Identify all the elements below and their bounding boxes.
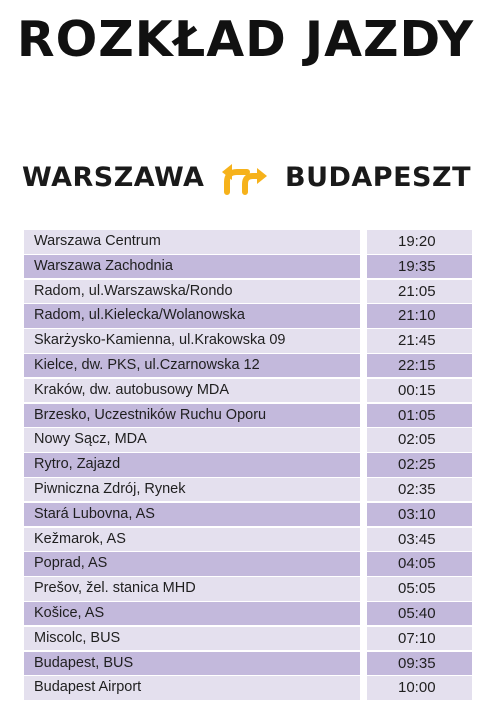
stop-name: Budapest Airport [24,676,360,700]
table-row: Stará Lubovna, AS 03:10 [24,502,472,527]
table-row: Radom, ul.Warszawska/Rondo 21:05 [24,279,472,304]
departure-time: 09:35 [367,651,472,676]
departure-time: 03:10 [367,502,472,527]
table-row: Rytro, Zajazd 02:25 [24,453,472,477]
page-title: ROZKŁAD JAZDY [16,11,475,68]
route-origin: WARSZAWA [22,162,205,193]
table-row: Brzesko, Uczestników Ruchu Oporu 01:05 [24,403,472,428]
stop-name: Prešov, žel. stanica MHD [24,577,360,601]
stop-name: Poprad, AS [24,552,360,576]
swap-arrows-icon [222,164,267,195]
table-row: Kežmarok, AS 03:45 [24,527,472,552]
departure-time: 01:05 [367,403,472,428]
departure-time: 10:00 [367,676,472,700]
stop-name: Košice, AS [24,601,360,626]
table-row: Piwniczna Zdrój, Rynek 02:35 [24,477,472,502]
stop-name: Miscolc, BUS [24,626,360,651]
stop-name: Radom, ul.Warszawska/Rondo [24,279,360,304]
table-row: Nowy Sącz, MDA 02:05 [24,428,472,452]
stop-name: Stará Lubovna, AS [24,502,360,527]
departure-time: 21:45 [367,329,472,353]
departure-time: 21:10 [367,304,472,328]
departure-time: 07:10 [367,626,472,651]
departure-time: 04:05 [367,552,472,576]
stop-name: Budapest, BUS [24,651,360,676]
stop-name: Skarżysko-Kamienna, ul.Krakowska 09 [24,329,360,353]
stop-name: Warszawa Centrum [24,230,360,254]
route-destination: BUDAPESZT [285,162,471,193]
table-row: Skarżysko-Kamienna, ul.Krakowska 09 21:45 [24,329,472,353]
stop-name: Warszawa Zachodnia [24,254,360,279]
table-row: Poprad, AS 04:05 [24,552,472,576]
departure-time: 02:25 [367,453,472,477]
departure-time: 19:35 [367,254,472,279]
table-row: Prešov, žel. stanica MHD 05:05 [24,577,472,601]
departure-time: 02:35 [367,477,472,502]
table-row: Warszawa Centrum 19:20 [24,230,472,254]
stop-name: Nowy Sącz, MDA [24,428,360,452]
departure-time: 02:05 [367,428,472,452]
table-row: Budapest Airport 10:00 [24,676,472,700]
departure-time: 03:45 [367,527,472,552]
table-row: Radom, ul.Kielecka/Wolanowska 21:10 [24,304,472,328]
departure-time: 21:05 [367,279,472,304]
table-row: Kraków, dw. autobusowy MDA 00:15 [24,378,472,403]
route-header: WARSZAWA BUDAPESZT [0,158,491,198]
departure-time: 00:15 [367,378,472,403]
stop-name: Brzesko, Uczestników Ruchu Oporu [24,403,360,428]
departure-time: 22:15 [367,353,472,378]
table-row: Košice, AS 05:40 [24,601,472,626]
departure-time: 05:05 [367,577,472,601]
stop-name: Kežmarok, AS [24,527,360,552]
table-row: Warszawa Zachodnia 19:35 [24,254,472,279]
stop-name: Radom, ul.Kielecka/Wolanowska [24,304,360,328]
table-row: Miscolc, BUS 07:10 [24,626,472,651]
departure-time: 05:40 [367,601,472,626]
departure-time: 19:20 [367,230,472,254]
table-row: Budapest, BUS 09:35 [24,651,472,676]
stop-name: Kielce, dw. PKS, ul.Czarnowska 12 [24,353,360,378]
stop-name: Piwniczna Zdrój, Rynek [24,477,360,502]
timetable: Warszawa Centrum 19:20 Warszawa Zachodnia 1… [24,230,472,701]
stop-name: Rytro, Zajazd [24,453,360,477]
table-row: Kielce, dw. PKS, ul.Czarnowska 12 22:15 [24,353,472,378]
stop-name: Kraków, dw. autobusowy MDA [24,378,360,403]
